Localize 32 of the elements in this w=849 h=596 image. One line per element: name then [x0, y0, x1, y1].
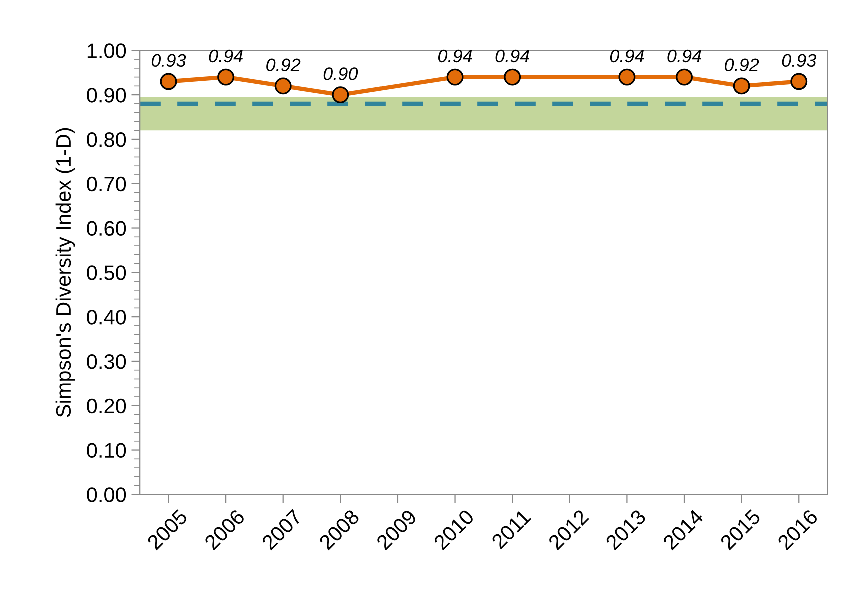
point — [618, 68, 636, 86]
point — [676, 68, 693, 86]
text: 0.30 — [87, 354, 126, 370]
point — [332, 86, 350, 104]
data-label: 0.93 — [152, 54, 186, 68]
text: 0.60 — [87, 221, 126, 236]
point — [274, 78, 292, 95]
point — [790, 73, 808, 90]
point — [733, 78, 750, 95]
point — [446, 68, 464, 86]
data-label: 0.94 — [438, 50, 472, 63]
text: 0.10 — [87, 443, 126, 458]
y-axis-title: Simpson's Diversity Index (1-D) — [56, 128, 76, 418]
text: 0.50 — [87, 266, 126, 280]
text: 0.20 — [87, 398, 126, 414]
text: 1.00 — [88, 44, 126, 58]
point — [504, 68, 522, 86]
text: 0.00 — [87, 488, 126, 502]
point — [160, 73, 178, 90]
data-label: 0.92 — [266, 58, 301, 72]
data-label: 0.93 — [782, 54, 817, 68]
text: 0.80 — [87, 132, 126, 148]
point — [218, 68, 235, 86]
data-label: 0.94 — [610, 50, 644, 63]
data-label: 0.92 — [725, 58, 760, 72]
data-label: 0.90 — [324, 68, 358, 80]
data-label: 0.94 — [496, 50, 530, 63]
data-label: 0.94 — [209, 50, 243, 63]
data-label: 0.94 — [668, 50, 702, 63]
text: 0.90 — [87, 88, 126, 103]
text: 0.70 — [87, 176, 126, 192]
text: 0.40 — [87, 310, 126, 325]
